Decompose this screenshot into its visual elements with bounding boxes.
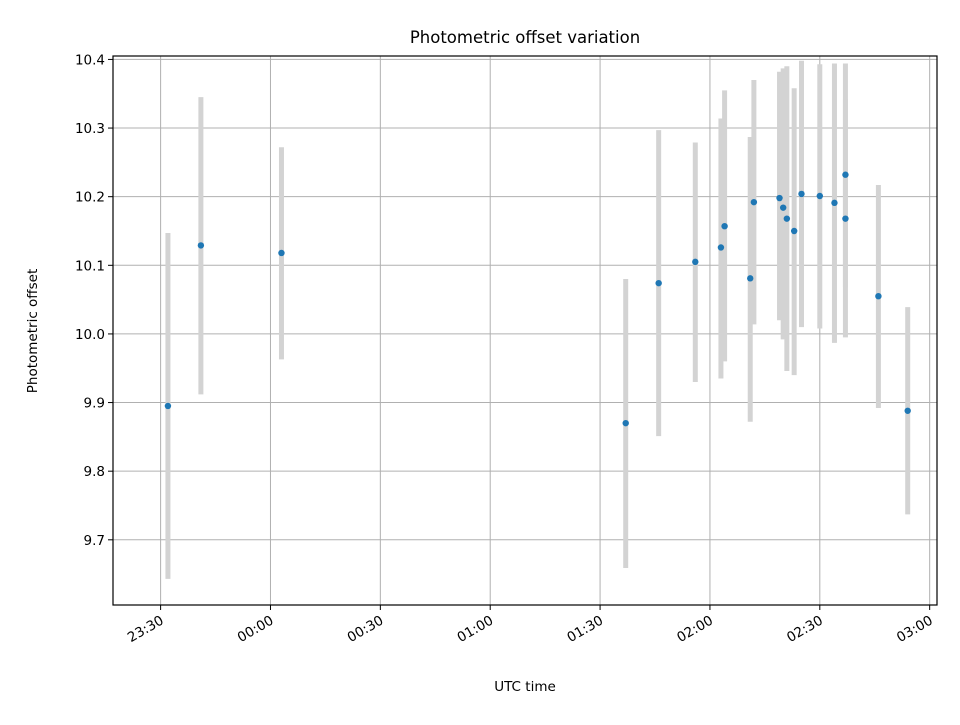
data-point	[790, 227, 798, 235]
y-tick-label: 9.9	[84, 396, 105, 412]
data-point	[622, 419, 629, 427]
y-tick-label: 10.3	[75, 121, 105, 137]
data-point	[747, 275, 754, 282]
data-point	[776, 194, 783, 202]
y-tick-label: 10.4	[75, 52, 105, 68]
data-point	[717, 244, 725, 251]
y-tick-label: 9.8	[84, 464, 105, 480]
data-point	[783, 215, 791, 222]
y-axis-ticks: 9.7 9.8 9.9 10.0 10.1 10.2 10.3 10.4	[75, 52, 113, 549]
data-point	[831, 199, 838, 207]
data-point	[798, 190, 805, 198]
y-tick-label: 9.7	[84, 533, 105, 549]
data-point	[164, 402, 172, 410]
y-tick-label: 10.1	[75, 258, 105, 274]
y-tick-label: 10.0	[75, 327, 105, 343]
data-point	[875, 292, 882, 300]
y-axis-label: Photometric offset	[25, 269, 41, 393]
data-point	[197, 242, 205, 249]
data-point	[750, 198, 758, 206]
data-point	[842, 171, 849, 178]
plot-frame	[112, 55, 938, 606]
chart-title: Photometric offset variation	[410, 28, 640, 47]
data-point	[779, 204, 787, 211]
data-point	[655, 279, 662, 287]
data-point	[692, 258, 699, 266]
y-tick-label: 10.2	[75, 190, 105, 206]
data-point	[904, 407, 911, 414]
data-point	[721, 222, 728, 230]
data-points	[164, 171, 911, 427]
data-point	[842, 215, 849, 222]
data-point	[816, 192, 824, 200]
x-axis-label: UTC time	[494, 679, 556, 695]
data-point	[278, 249, 285, 257]
